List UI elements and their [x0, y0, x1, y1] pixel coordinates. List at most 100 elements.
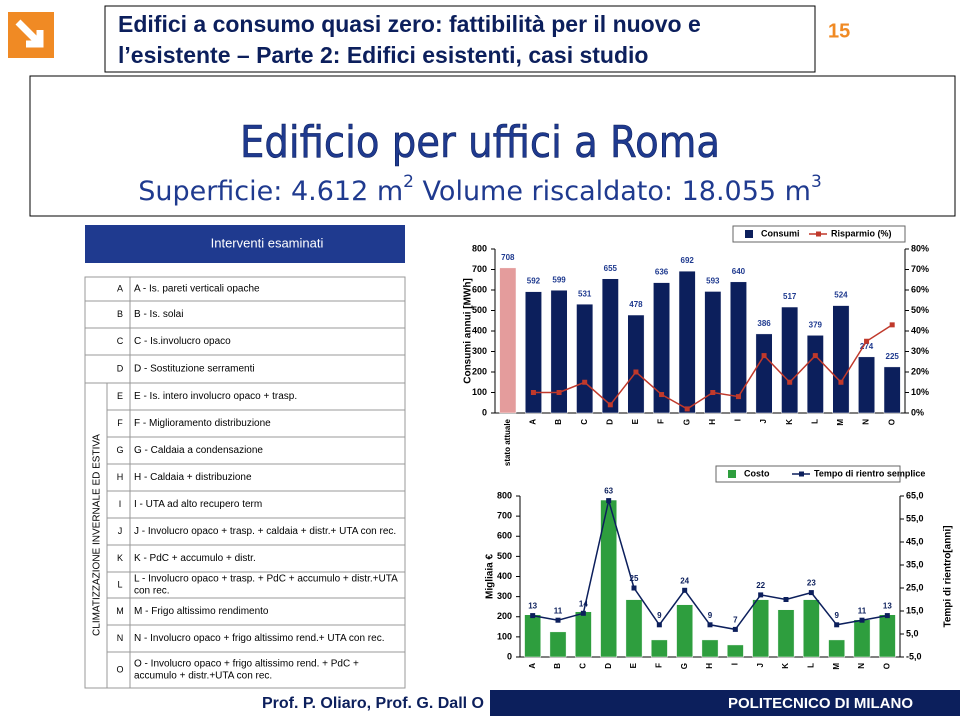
point-label: 63	[604, 487, 613, 496]
label-bg	[599, 262, 622, 274]
row-description: accumulo + distr.+UTA con rec.	[134, 671, 272, 682]
page-number: 15	[828, 20, 850, 42]
bar	[650, 639, 668, 658]
row-description: C - Is.involucro opaco	[134, 336, 231, 347]
legend-swatch	[745, 230, 753, 238]
row-code: J	[118, 526, 123, 536]
point-label: 13	[528, 602, 537, 611]
bar	[726, 644, 744, 658]
bar	[858, 356, 876, 414]
point	[859, 617, 865, 623]
point	[682, 587, 688, 593]
subtitle: Superficie: 4.612 m2 Volume riscaldato: …	[138, 172, 822, 207]
x-tick-label: A	[529, 419, 538, 425]
row-code: B	[117, 309, 123, 319]
point	[864, 338, 870, 344]
y-tick-label: 200	[497, 611, 512, 621]
table-row	[106, 597, 406, 626]
x-tick-label: E	[631, 418, 640, 424]
row-description: N - Involucro opaco + frigo altissimo re…	[134, 633, 384, 644]
bar-label: 478	[629, 300, 643, 309]
y2-tick-label: 5,0	[906, 628, 919, 638]
y2-tick-label: 40%	[911, 325, 929, 335]
footer-bar	[490, 690, 960, 716]
table-row	[106, 382, 406, 411]
row-description: K - PdC + accumulo + distr.	[134, 553, 256, 564]
bar	[777, 609, 795, 658]
bar-label: 708	[501, 253, 515, 262]
row-code: M	[116, 606, 124, 616]
row-code: C	[117, 336, 124, 346]
table-row	[106, 544, 406, 573]
y2-tick-label: 35,0	[906, 559, 924, 569]
bar-label: 593	[706, 277, 720, 286]
label-bg	[727, 265, 750, 277]
point	[530, 390, 536, 395]
bar-label: 524	[834, 291, 848, 300]
row-description: O - Involucro opaco + frigo altissimo re…	[134, 659, 359, 670]
bar-label: 636	[655, 268, 669, 277]
y-tick-label: 0	[482, 407, 487, 417]
bar	[549, 631, 567, 658]
row-code: H	[117, 472, 124, 482]
row-code: F	[117, 418, 123, 428]
y2-tick-label: 60%	[911, 284, 929, 294]
x-tick-label: H	[705, 663, 714, 669]
x-tick-label: N	[857, 663, 866, 669]
point-label: 7	[733, 616, 738, 625]
label-bg	[778, 291, 801, 303]
x-tick-label: M	[836, 419, 845, 426]
point-label: 25	[630, 574, 639, 583]
point	[834, 622, 840, 628]
bar-label: 379	[809, 320, 823, 329]
table-row	[84, 354, 406, 384]
table: Interventi esaminati CLIMATIZZAZIONE INV…	[84, 225, 406, 689]
bar	[701, 639, 719, 658]
point	[732, 626, 738, 632]
legend-box	[715, 465, 901, 483]
label-bg	[624, 299, 647, 311]
table-row	[106, 490, 406, 519]
row-code: N	[117, 633, 124, 643]
bar	[755, 333, 773, 414]
bar	[752, 599, 770, 658]
x-tick-label: I	[730, 663, 739, 665]
y-tick-label: 400	[472, 325, 487, 335]
row-code: L	[117, 579, 122, 589]
label-bg	[522, 275, 545, 287]
charts: 0 100 200 300 400 500 600 700 800 0% 10% 20% 30% 40% 5…	[463, 225, 954, 670]
table-row	[84, 327, 406, 356]
x-tick-label: E	[629, 662, 638, 668]
label-bg	[753, 317, 776, 329]
y-tick-label: 300	[472, 346, 487, 356]
bar	[781, 306, 799, 414]
point	[631, 585, 637, 591]
point-label: 11	[554, 606, 563, 615]
point-label: 14	[579, 599, 588, 608]
row-code: G	[116, 445, 123, 455]
logo	[8, 12, 54, 58]
x-tick-label: O	[882, 663, 891, 669]
subtitle-part: Volume riscaldato: 18.055 m	[414, 176, 811, 207]
bar	[576, 303, 594, 414]
bar	[653, 282, 671, 414]
bar-label: 592	[527, 277, 541, 286]
row-description: E - Is. intero involucro opaco + trasp.	[134, 391, 297, 402]
row-code: I	[119, 499, 122, 509]
point-label: 11	[858, 606, 867, 615]
legend-label: Costo	[744, 468, 770, 478]
bar-label: 531	[578, 289, 592, 298]
bar	[853, 619, 871, 658]
y2-tick-label: 0%	[911, 407, 924, 417]
table-header: Interventi esaminati	[211, 235, 324, 250]
label-bg	[701, 275, 724, 287]
point	[659, 392, 665, 398]
y-axis-title: Migliaia €	[485, 554, 496, 599]
point-label: 22	[756, 581, 765, 590]
bar-label: 640	[732, 267, 746, 276]
y2-tick-label: 30%	[911, 346, 929, 356]
x-tick-label: N	[862, 419, 871, 425]
header-title: Edifici a consumo quasi zero: fattibilit…	[118, 11, 701, 37]
point	[761, 353, 767, 359]
bar-label: 692	[681, 256, 695, 265]
